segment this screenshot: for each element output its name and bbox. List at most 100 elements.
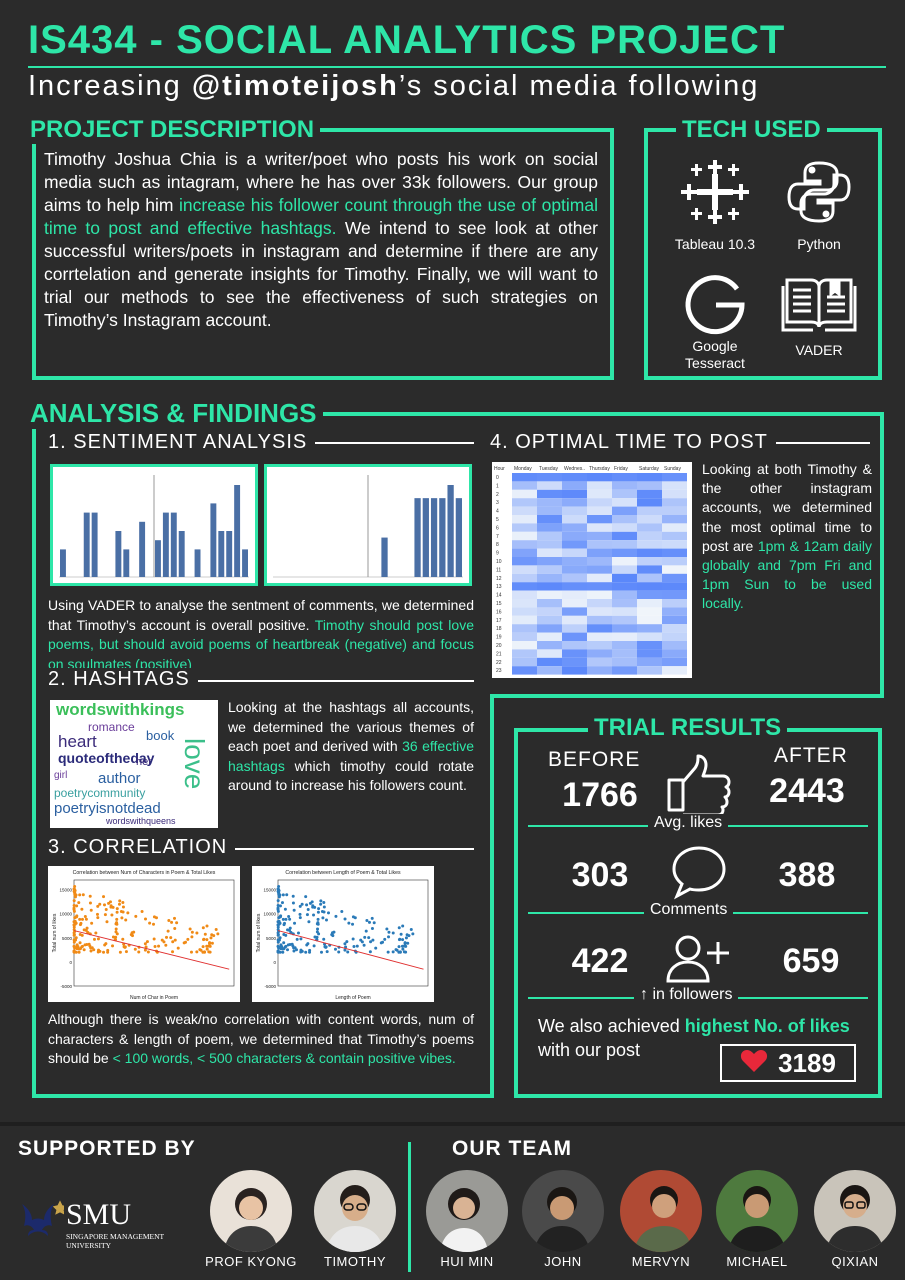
scatter-point — [299, 948, 303, 952]
scatter-point — [292, 946, 296, 950]
scatter-point — [198, 948, 202, 952]
scatter-point — [152, 937, 156, 941]
heatmap-cell — [512, 666, 537, 675]
scatter-point — [143, 948, 147, 952]
scatter-point — [78, 893, 82, 897]
scatter-point — [282, 941, 286, 945]
scatter-point — [72, 906, 76, 910]
heatmap-cell — [512, 540, 537, 549]
scatter-point — [351, 937, 355, 941]
heatmap-cell — [637, 590, 662, 599]
scatter-point — [106, 950, 110, 954]
scatter-point — [120, 916, 124, 920]
scatter-point — [189, 950, 193, 954]
heatmap-cell — [637, 615, 662, 625]
bar — [430, 498, 438, 577]
scatter-point — [362, 943, 366, 947]
hashtags-text-2: which timothy could rotate around to inc… — [228, 757, 474, 794]
heatmap-cell — [612, 615, 637, 625]
sentiment-heading: 1. SENTIMENT ANALYSIS — [48, 431, 316, 454]
scatter-point — [398, 937, 402, 941]
heatmap-cell — [537, 641, 562, 650]
scatter-point — [319, 902, 323, 906]
scatter-point — [115, 907, 119, 911]
analysis-border-bottom — [32, 1094, 494, 1098]
heatmap-cell — [612, 548, 637, 557]
heatmap-cell — [612, 641, 637, 650]
heart-icon — [740, 1049, 768, 1078]
heatmap-cell — [662, 641, 687, 650]
scatter-point — [94, 931, 98, 935]
scatter-point — [85, 926, 89, 930]
scatter-point — [190, 935, 194, 939]
scatter-point — [295, 937, 299, 941]
heatmap-cell — [537, 632, 562, 641]
scatter-point — [300, 902, 304, 906]
heatmap-cell — [587, 599, 612, 608]
heatmap-cell — [587, 489, 612, 499]
scatter-point — [401, 924, 405, 928]
heatmap-cell — [587, 573, 612, 583]
scatter-point — [80, 907, 84, 911]
tech-item-vader: VADER — [764, 266, 874, 358]
heatmap-cell — [587, 473, 612, 482]
bar — [381, 537, 388, 577]
scatter-point — [176, 946, 180, 950]
project-description-heading: PROJECT DESCRIPTION — [24, 116, 321, 144]
chart-title: Correlation between Num of Characters in… — [73, 870, 216, 876]
scatter-point — [88, 894, 92, 898]
footer-band-top — [0, 1122, 905, 1126]
scatter-point — [345, 940, 349, 944]
correlation-chart-2-plot: Correlation between Length of Poem & Tot… — [256, 870, 429, 1001]
scatter-point — [72, 909, 76, 913]
heatmap-cell — [562, 481, 587, 490]
scatter-point — [121, 901, 125, 905]
correlation-chart-1-plot: Correlation between Num of Characters in… — [52, 870, 235, 1001]
heatmap-cell — [612, 657, 637, 667]
python-icon — [764, 156, 874, 228]
scatter-point — [305, 913, 309, 917]
scatter-point — [208, 941, 212, 945]
scatter-point — [118, 899, 122, 903]
scatter-point — [114, 935, 118, 939]
heatmap-cell — [512, 649, 537, 658]
scatter-point — [400, 944, 404, 948]
scatter-point — [97, 948, 101, 952]
heatmap-day-label: Monday — [514, 466, 532, 472]
heatmap-hour-tick: 18 — [496, 626, 502, 632]
heatmap-cell — [537, 481, 562, 490]
heatmap-cell — [662, 649, 687, 658]
heatmap-hour-tick: 1 — [496, 483, 499, 489]
after-label: AFTER — [774, 744, 848, 767]
scatter-point — [291, 901, 295, 905]
scatter-point — [296, 931, 300, 935]
scatter-point — [308, 950, 312, 954]
heatmap-hour-tick: 12 — [496, 576, 502, 582]
scatter-point — [143, 942, 147, 946]
heatmap-cell — [537, 590, 562, 599]
scatter-point — [98, 902, 102, 906]
hashtags-text-1: Looking at the hashtags all accounts, we… — [228, 699, 474, 754]
scatter-point — [140, 910, 144, 914]
scatter-point — [285, 893, 289, 897]
heatmap-cell — [662, 565, 687, 574]
avatar-mervyn — [620, 1170, 702, 1252]
hashtags-highlight: 36 effective hashtags — [228, 738, 474, 774]
scatter-point — [281, 950, 285, 954]
optimal-heatmap-plot: Hour Monday Tuesday Wednes.. Thursday Friday S… — [494, 466, 687, 675]
heatmap-cell — [587, 649, 612, 658]
scatter-point — [114, 922, 118, 926]
tech-label-tableau: Tableau 10.3 — [674, 236, 756, 252]
team-heading: OUR TEAM — [452, 1137, 572, 1160]
scatter-point — [277, 916, 281, 920]
scatter-point — [118, 950, 122, 954]
team-member-name: HUI MIN — [440, 1254, 494, 1269]
smu-name: SMU — [66, 1198, 132, 1231]
scatter-point — [73, 916, 77, 920]
bar — [178, 531, 185, 577]
heatmap-cell — [612, 565, 637, 574]
heatmap-cell — [662, 481, 687, 490]
heatmap-cell — [562, 531, 587, 541]
scatter-point — [146, 950, 150, 954]
heatmap-cell — [537, 473, 562, 482]
